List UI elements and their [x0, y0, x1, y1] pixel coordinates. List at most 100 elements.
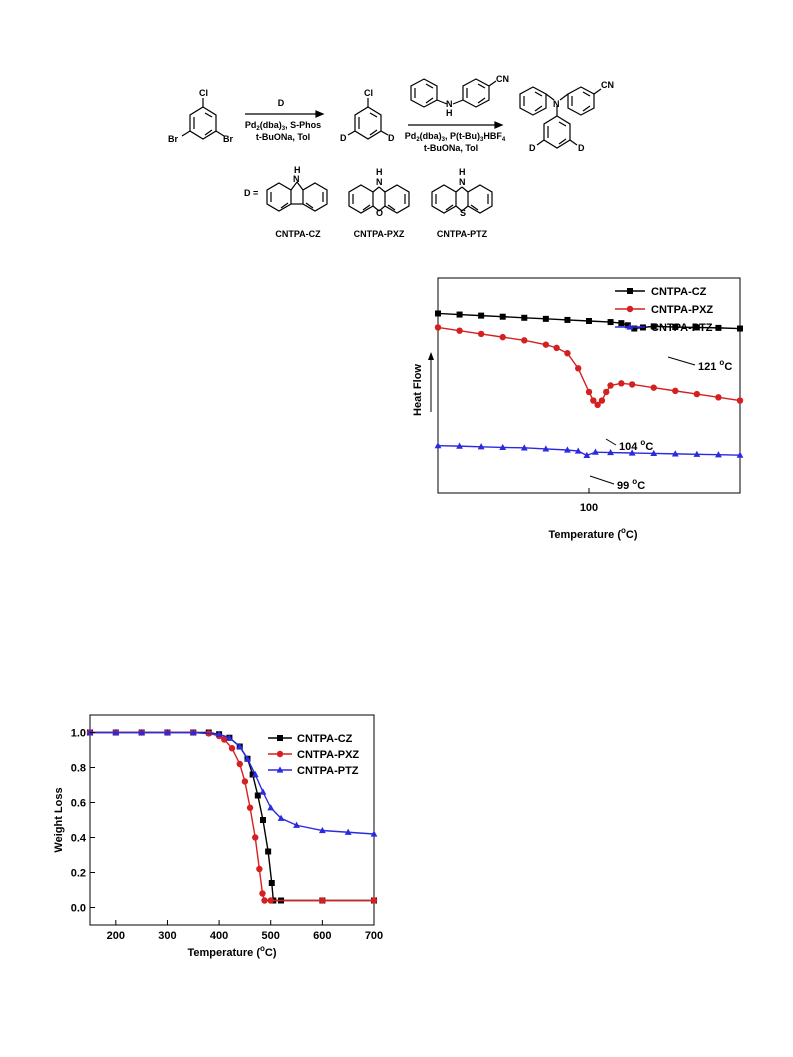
product-n-label: N: [553, 99, 560, 109]
data-point-cntpa-pxz: [499, 333, 506, 341]
mid-cl-label: Cl: [364, 88, 373, 98]
data-point-cntpa-cz: [259, 817, 266, 823]
legend-marker-cntpa-pxz: [276, 750, 284, 758]
data-point-cntpa-pxz: [590, 397, 597, 404]
reagent-h-label: H: [446, 108, 453, 118]
data-point-cntpa-ptz: [236, 742, 244, 750]
data-point-cntpa-ptz: [671, 450, 679, 457]
arrow1-conditions-line2: t-BuONa, Tol: [256, 132, 310, 142]
annotation-cntpa-cz: 121 oC: [698, 358, 732, 373]
legend-label-cntpa-pxz: CNTPA-PXZ: [651, 304, 713, 316]
legend-marker-cntpa-pxz: [626, 305, 634, 313]
legend-label-cntpa-ptz: CNTPA-PTZ: [651, 322, 713, 334]
data-point-cntpa-pxz: [607, 382, 614, 389]
data-point-cntpa-cz: [650, 323, 657, 330]
data-point-cntpa-pxz: [259, 890, 266, 897]
mid-d-right-label: D: [388, 133, 395, 143]
data-point-cntpa-ptz: [650, 449, 658, 457]
dsc-chart: 100 Temperature (oC) Heat Flow CNTPA-CZC…: [412, 277, 744, 541]
product-cn-label: CN: [601, 80, 614, 90]
data-point-cntpa-pxz: [434, 324, 442, 331]
x-tick-label: 500: [262, 930, 280, 942]
data-point-cntpa-ptz: [267, 804, 275, 811]
x-tick-label: 200: [107, 930, 125, 942]
pxz-o-label: O: [376, 208, 383, 218]
start-br-right-label: Br: [223, 134, 233, 144]
data-point-cntpa-cz: [715, 324, 722, 331]
data-point-cntpa-pxz: [585, 388, 593, 396]
starting-material-structure: [181, 98, 225, 140]
dsc-y-axis-label: Heat Flow: [412, 364, 424, 416]
dsc-legend: CNTPA-CZ CNTPA-PXZ CNTPA-PTZ: [615, 286, 713, 334]
legend-marker-cntpa-ptz: [626, 323, 634, 330]
data-point-cntpa-pxz: [598, 397, 606, 404]
start-cl-label: Cl: [199, 88, 208, 98]
dsc-annotations: 121 oC 104 oC 99 oC: [589, 356, 732, 492]
data-point-cntpa-cz: [672, 324, 679, 331]
reagent-cn-label: CN: [496, 74, 509, 84]
data-point-cntpa-ptz: [138, 728, 146, 736]
tga-plot-frame: [89, 714, 375, 926]
legend-label-cntpa-ptz: CNTPA-PTZ: [297, 765, 359, 777]
data-point-cntpa-ptz: [112, 728, 120, 736]
data-point-cntpa-cz: [607, 319, 614, 326]
ptz-s-label: S: [460, 208, 466, 218]
data-point-cntpa-ptz: [499, 443, 507, 451]
ptz-n-label: N: [459, 177, 466, 187]
data-point-cntpa-ptz: [259, 788, 267, 795]
data-point-cntpa-pxz: [553, 344, 560, 352]
mid-d-left-label: D: [340, 133, 347, 143]
y-tick-label: 0.4: [71, 833, 87, 845]
data-point-cntpa-pxz: [241, 778, 249, 785]
x-tick-label: 600: [313, 930, 331, 942]
data-point-cntpa-ptz: [520, 444, 528, 451]
arrow2-conditions-line1: Pd2(dba)3, P(t-Bu)3HBF4: [405, 131, 506, 143]
data-point-cntpa-pxz: [575, 365, 582, 372]
x-tick-label: 100: [580, 502, 598, 514]
arrow1-reagent-d: D: [278, 98, 285, 108]
data-point-cntpa-pxz: [594, 401, 601, 409]
data-point-cntpa-pxz: [542, 341, 550, 348]
data-point-cntpa-pxz: [370, 897, 378, 904]
label-cntpa-cz: CNTPA-CZ: [275, 229, 321, 239]
cz-n-label: N: [293, 174, 300, 184]
y-tick-label: 0.2: [71, 868, 86, 880]
annotation-cntpa-pxz: 104 oC: [619, 438, 653, 453]
data-point-cntpa-pxz: [603, 388, 610, 396]
data-point-cntpa-pxz: [236, 760, 243, 768]
data-point-cntpa-pxz: [628, 381, 636, 388]
annotation-arrow: [605, 438, 617, 446]
data-point-cntpa-pxz: [261, 897, 268, 904]
data-point-cntpa-pxz: [456, 327, 463, 334]
data-point-cntpa-ptz: [628, 449, 636, 456]
legend-label-cntpa-cz: CNTPA-CZ: [297, 733, 353, 745]
arrow2-conditions-line2: t-BuONa, Tol: [424, 143, 478, 153]
data-point-cntpa-pxz: [256, 865, 263, 873]
dsc-series-group: [434, 310, 744, 458]
data-point-cntpa-ptz: [189, 728, 197, 736]
legend-label-cntpa-cz: CNTPA-CZ: [651, 286, 707, 298]
data-point-cntpa-cz: [624, 322, 631, 329]
data-point-cntpa-pxz: [477, 330, 485, 338]
data-point-cntpa-pxz: [521, 337, 528, 344]
annotation-cntpa-ptz: 99 oC: [617, 477, 645, 492]
dsc-x-ticks: 100: [580, 488, 598, 514]
arrow1-conditions-line1: Pd2(dba)3, S-Phos: [245, 120, 321, 132]
data-point-cntpa-ptz: [477, 443, 485, 450]
label-cntpa-pxz: CNTPA-PXZ: [354, 229, 405, 239]
data-point-cntpa-pxz: [267, 897, 274, 904]
data-point-cntpa-ptz: [370, 830, 378, 837]
carbazole-structure: [266, 181, 328, 212]
amine-reagent-structure: [410, 78, 497, 108]
data-point-cntpa-cz: [586, 318, 592, 324]
tga-legend: CNTPA-CZ CNTPA-PXZ CNTPA-PTZ: [268, 733, 359, 777]
data-point-cntpa-pxz: [672, 387, 679, 395]
data-point-cntpa-ptz: [344, 828, 352, 835]
data-point-cntpa-pxz: [246, 804, 254, 811]
data-point-cntpa-cz: [265, 848, 272, 855]
data-point-cntpa-cz: [631, 325, 638, 332]
data-point-cntpa-cz: [254, 792, 261, 799]
phenoxazine-structure: [348, 184, 410, 214]
y-tick-label: 0.0: [71, 903, 86, 915]
data-point-cntpa-cz: [249, 771, 256, 778]
